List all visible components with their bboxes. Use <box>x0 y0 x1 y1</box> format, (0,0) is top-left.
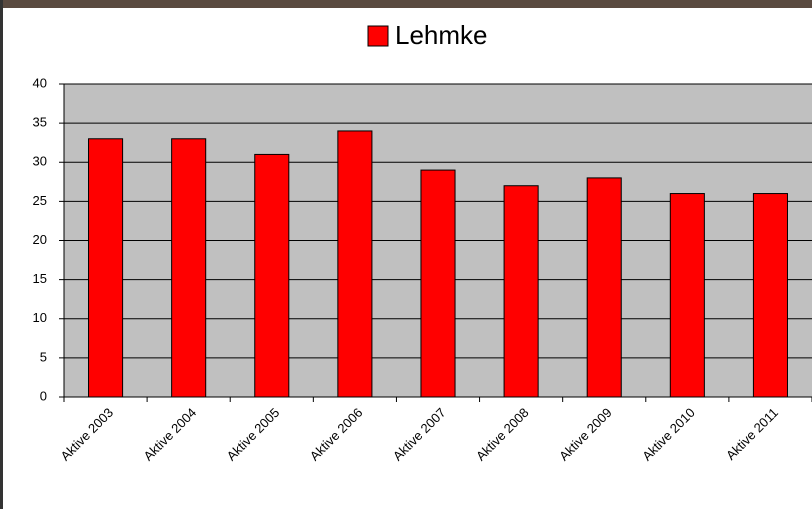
y-tick-label: 25 <box>33 193 47 208</box>
y-tick-label: 35 <box>33 115 47 130</box>
legend-swatch <box>367 25 389 47</box>
photo-strip <box>0 0 812 8</box>
y-tick-label: 40 <box>33 75 47 90</box>
legend-label: Lehmke <box>395 20 488 50</box>
bar <box>503 185 539 398</box>
bar <box>254 153 290 398</box>
y-tick-label: 20 <box>33 232 47 247</box>
bar <box>420 169 456 398</box>
bar <box>586 177 622 398</box>
bar <box>752 193 788 398</box>
bar <box>669 193 705 398</box>
bar <box>171 138 207 398</box>
left-border <box>0 0 3 509</box>
y-tick-label: 10 <box>33 310 47 325</box>
y-tick-label: 0 <box>40 388 47 403</box>
y-tick-label: 15 <box>33 271 47 286</box>
y-tick-label: 30 <box>33 154 47 169</box>
bar <box>337 130 373 398</box>
bar <box>88 138 124 398</box>
y-tick-label: 5 <box>40 349 47 364</box>
